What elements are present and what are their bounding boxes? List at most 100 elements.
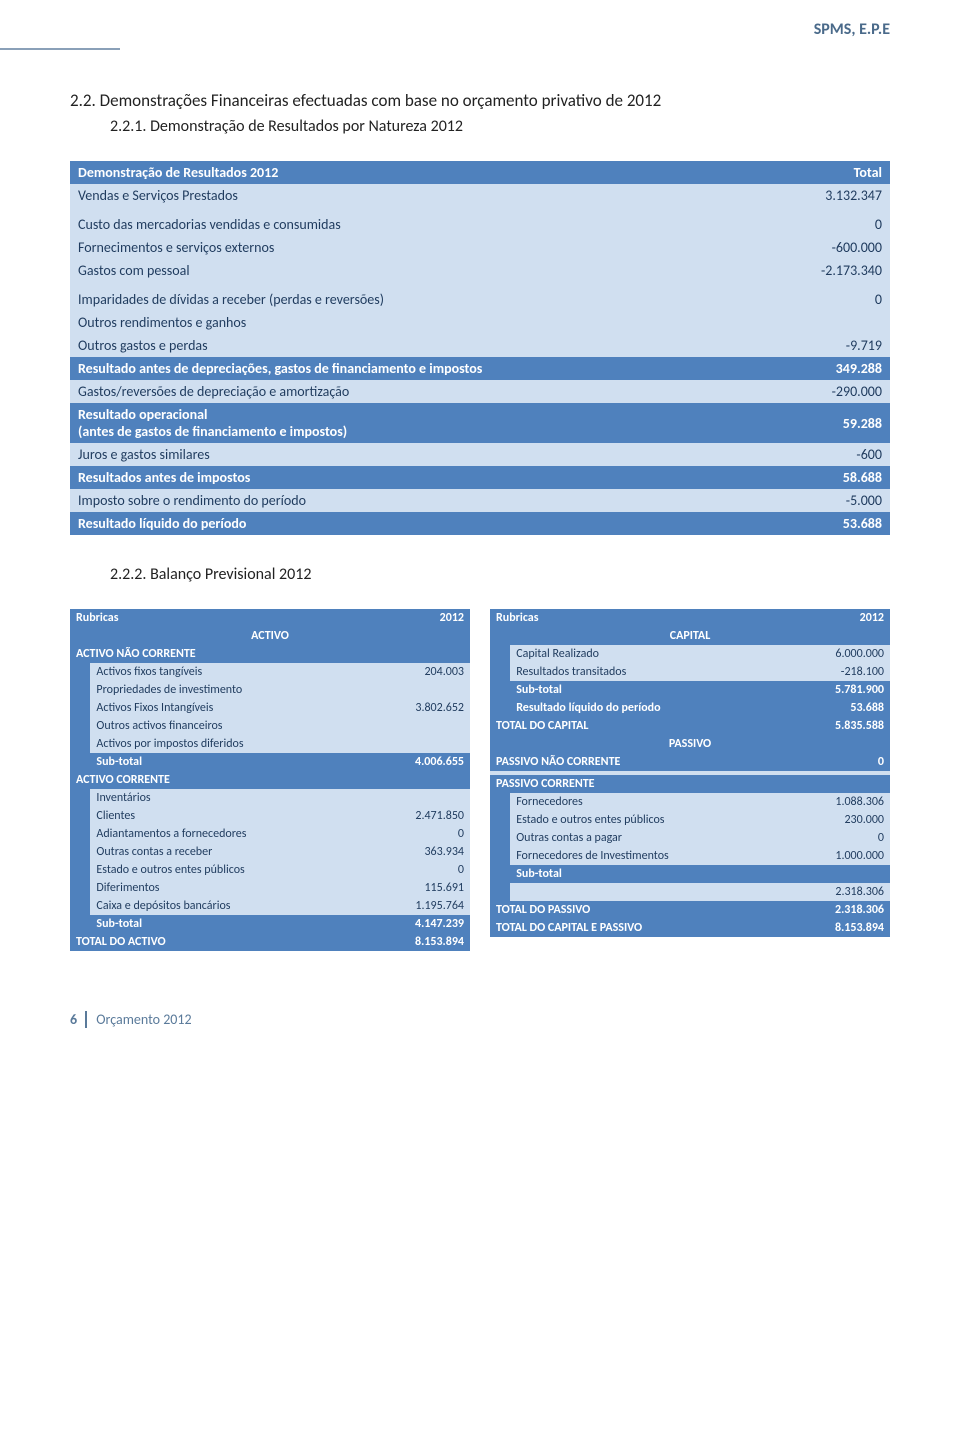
subtotal-value: 4.147.239: [366, 915, 470, 933]
table-row-label: Caixa e depósitos bancários: [90, 897, 366, 915]
spacer: [70, 861, 90, 879]
rubricas-head: Rubricas: [490, 609, 787, 627]
total-cp-value: 8.153.894: [787, 919, 890, 937]
spacer: [70, 807, 90, 825]
spacer: [490, 645, 510, 663]
table-row-label: Adiantamentos a fornecedores: [90, 825, 366, 843]
table-row-label: Outros rendimentos e ganhos: [70, 311, 726, 334]
blank: [510, 883, 787, 901]
table-row-label: Inventários: [90, 789, 366, 807]
table-row-label: Gastos com pessoal: [70, 259, 726, 282]
total-passivo-value: 2.318.306: [787, 901, 890, 919]
table-row-value: -290.000: [726, 380, 890, 403]
table-row-value: 0: [726, 213, 890, 236]
table-row-label: Juros e gastos similares: [70, 443, 726, 466]
table-row-value: 0: [366, 861, 470, 879]
activo-corrente: ACTIVO CORRENTE: [70, 771, 470, 789]
subtotal-value: 5.781.900: [787, 681, 890, 699]
table-row-label: Propriedades de investimento: [90, 681, 366, 699]
table-row-label: Resultado líquido do período: [70, 512, 726, 535]
table-row-label: Fornecedores de Investimentos: [510, 847, 787, 865]
brand-tag: SPMS, E.P.E: [814, 20, 890, 39]
header-line: [0, 48, 120, 50]
table-row-value: 6.000.000: [787, 645, 890, 663]
passivo-nc-label: PASSIVO NÃO CORRENTE: [490, 753, 787, 771]
spacer: [70, 753, 90, 771]
spacer: [490, 847, 510, 865]
table-row-value: -2.173.340: [726, 259, 890, 282]
table-row-value: 2.471.850: [366, 807, 470, 825]
table-row-label: Activos por impostos diferidos: [90, 735, 366, 753]
table-row-value: -9.719: [726, 334, 890, 357]
table-row-value: 230.000: [787, 811, 890, 829]
spacer: [70, 843, 90, 861]
spacer: [70, 897, 90, 915]
table-row-label: Activos Fixos Intangíveis: [90, 699, 366, 717]
table-row-label: Resultado antes de depreciações, gastos …: [70, 357, 726, 380]
table-row-value: 0: [726, 288, 890, 311]
spacer: [490, 681, 510, 699]
spacer: [490, 811, 510, 829]
year-head: 2012: [366, 609, 470, 627]
table-row-value: -600.000: [726, 236, 890, 259]
table-row-value: -218.100: [787, 663, 890, 681]
table-row-label: Outras contas a pagar: [510, 829, 787, 847]
table-row-label: Outros gastos e perdas: [70, 334, 726, 357]
spacer: [70, 825, 90, 843]
table-row-label: Capital Realizado: [510, 645, 787, 663]
table-row-value: 363.934: [366, 843, 470, 861]
spacer: [70, 663, 90, 681]
total-activo-value: 8.153.894: [366, 933, 470, 951]
table-row-label: Estado e outros entes públicos: [90, 861, 366, 879]
passivo-section: PASSIVO: [490, 735, 890, 753]
table-row-value: [366, 789, 470, 807]
table-row-label: Fornecimentos e serviços externos: [70, 236, 726, 259]
table-row-value: 1.088.306: [787, 793, 890, 811]
subsection-222: 2.2.2. Balanço Previsional 2012: [110, 565, 890, 584]
subtotal-value: [787, 865, 890, 883]
table-row-label: Outras contas a receber: [90, 843, 366, 861]
spacer: [490, 699, 510, 717]
table-row-value: -600: [726, 443, 890, 466]
table-row-value: 204.003: [366, 663, 470, 681]
table-row-value: [366, 717, 470, 735]
footer-text: Orçamento 2012: [96, 1011, 191, 1028]
balance-left: Rubricas2012ACTIVOACTIVO NÃO CORRENTEAct…: [70, 609, 470, 951]
table-row-value: 1.000.000: [787, 847, 890, 865]
spacer: [70, 789, 90, 807]
table-row-label: Fornecedores: [510, 793, 787, 811]
table-row-label: Estado e outros entes públicos: [510, 811, 787, 829]
demo-header-label: Demonstração de Resultados 2012: [70, 161, 726, 184]
table-row-label: Gastos/reversões de depreciação e amorti…: [70, 380, 726, 403]
table-row-value: 59.288: [726, 403, 890, 443]
table-row-label: Resultado operacional(antes de gastos de…: [70, 403, 726, 443]
spacer: [490, 865, 510, 883]
spacer: [70, 681, 90, 699]
subtotal-label: Sub-total: [90, 915, 366, 933]
demo-header-total: Total: [726, 161, 890, 184]
table-row-value: 3.802.652: [366, 699, 470, 717]
rlp-label: Resultado líquido do período: [510, 699, 787, 717]
table-row-label: Custo das mercadorias vendidas e consumi…: [70, 213, 726, 236]
table-row-value: 349.288: [726, 357, 890, 380]
table-row-label: Diferimentos: [90, 879, 366, 897]
table-row-value: 3.132.347: [726, 184, 890, 207]
table-row-label: Resultados transitados: [510, 663, 787, 681]
table-row-label: Activos fixos tangíveis: [90, 663, 366, 681]
table-row-value: 1.195.764: [366, 897, 470, 915]
spacer: [70, 879, 90, 897]
subtotal-value: 4.006.655: [366, 753, 470, 771]
spacer: [70, 717, 90, 735]
subtotal-label: Sub-total: [510, 681, 787, 699]
spacer: [490, 883, 510, 901]
spacer: [70, 735, 90, 753]
table-row-value: -5.000: [726, 489, 890, 512]
section-title: 2.2. Demonstrações Financeiras efectuada…: [70, 90, 890, 111]
balance-tables: Rubricas2012ACTIVOACTIVO NÃO CORRENTEAct…: [70, 609, 890, 951]
passivo-line-value: 2.318.306: [787, 883, 890, 901]
total-activo-label: TOTAL DO ACTIVO: [70, 933, 366, 951]
table-row-value: [726, 311, 890, 334]
spacer: [490, 793, 510, 811]
table-row-value: 0: [787, 829, 890, 847]
table-row-label: Vendas e Serviços Prestados: [70, 184, 726, 207]
